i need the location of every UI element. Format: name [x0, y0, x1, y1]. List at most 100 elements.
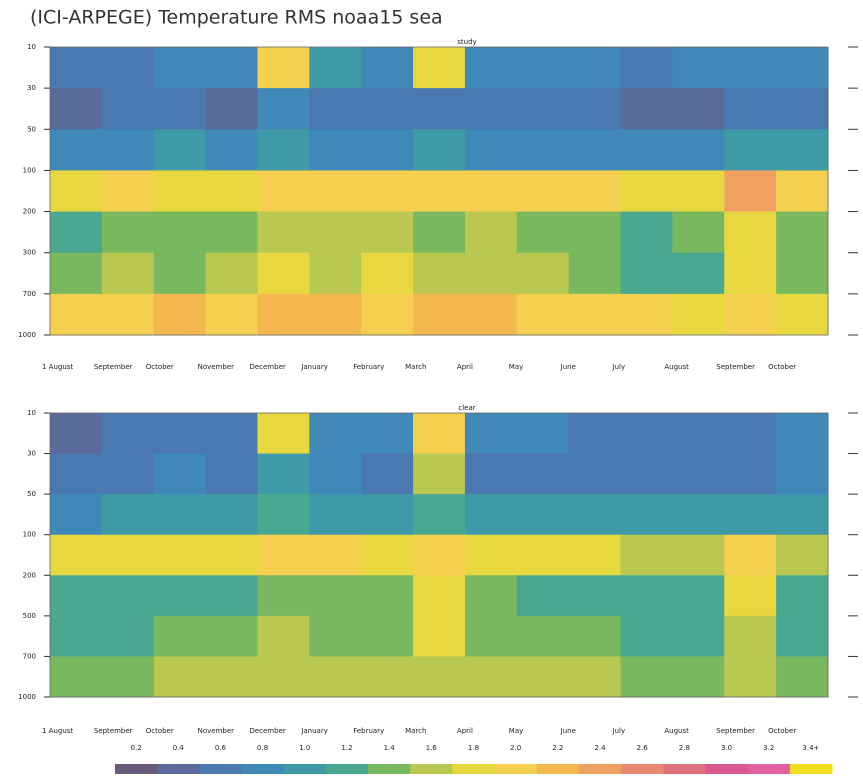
heat-cell [413, 656, 466, 698]
heat-cell [620, 293, 673, 336]
heat-cell [672, 170, 725, 213]
heat-cell [776, 453, 829, 495]
heat-cell [568, 494, 622, 536]
heat-cell [568, 453, 622, 495]
colorbar-swatch [452, 764, 496, 774]
heat-cell [205, 211, 258, 254]
panel-title: clear [458, 404, 475, 412]
heat-cell [620, 129, 673, 171]
heat-cell [153, 293, 207, 336]
y-tick-label: 10 [27, 409, 36, 417]
y-tick-label: 100 [23, 166, 36, 174]
heat-cell [309, 129, 362, 171]
heat-cell [205, 575, 258, 617]
y-tick-label: 700 [23, 652, 36, 660]
heat-cell [153, 494, 207, 536]
x-tick-label: July [612, 363, 626, 371]
heat-cell [153, 88, 207, 130]
heat-cell [724, 47, 777, 89]
x-tick-label: 1 August [42, 363, 73, 371]
heat-cell [50, 453, 103, 495]
colorbar-label: 1.6 [426, 744, 438, 752]
heat-cell [464, 575, 518, 617]
colorbar-label: 2.8 [679, 744, 690, 752]
y-tick-label: 700 [23, 290, 36, 298]
heat-cell [620, 656, 673, 698]
heat-cell [205, 252, 258, 295]
heat-cell [724, 413, 777, 455]
heat-cell [413, 615, 466, 657]
heat-cell [361, 453, 414, 495]
heat-cell [50, 494, 103, 536]
heat-cell [257, 252, 310, 295]
heat-cell [153, 129, 207, 171]
heat-cell [776, 534, 829, 576]
heat-cell [50, 615, 103, 657]
colorbar-label: 3.0 [721, 744, 732, 752]
heat-cell [776, 494, 829, 536]
heat-cell [516, 293, 570, 336]
heat-cell [50, 211, 103, 254]
colorbar-swatch [368, 764, 411, 774]
heat-cell [413, 170, 466, 213]
heat-cell [672, 211, 725, 254]
x-tick-label: September [716, 363, 755, 371]
y-tick-label: 200 [23, 208, 36, 216]
heat-cell [724, 211, 777, 254]
heat-cell [101, 252, 155, 295]
heat-cell [50, 47, 103, 89]
heat-cell [309, 211, 362, 254]
heat-cell [672, 47, 725, 89]
heat-cell [153, 413, 207, 455]
colorbar-swatch [157, 764, 200, 774]
colorbar-swatch [663, 764, 706, 774]
colorbar-label: 0.6 [215, 744, 227, 752]
heat-cell [361, 293, 414, 336]
heat-cell [516, 47, 570, 89]
heat-cell [205, 656, 258, 698]
x-tick-label: March [405, 727, 426, 735]
heat-cell [464, 656, 518, 698]
x-tick-label: January [300, 363, 328, 371]
x-tick-label: December [249, 727, 285, 735]
x-tick-label: July [612, 727, 626, 735]
heat-cell [568, 129, 622, 171]
panel-title: study [457, 38, 476, 46]
heat-cell [50, 293, 103, 336]
heat-cell [257, 494, 310, 536]
heat-cell [413, 129, 466, 171]
heat-cell [101, 129, 155, 171]
heat-cell [568, 656, 622, 698]
colorbar-swatch [199, 764, 243, 774]
heat-cell [724, 293, 777, 336]
heat-cell [620, 47, 673, 89]
heat-cell [724, 252, 777, 295]
heat-cell [516, 615, 570, 657]
heat-cell [205, 413, 258, 455]
plot-frame [49, 46, 829, 336]
heat-cell [568, 88, 622, 130]
x-tick-label: October [768, 363, 796, 371]
heat-cell [724, 534, 777, 576]
heat-cell [361, 575, 414, 617]
heat-cell [413, 534, 466, 576]
heat-cell [309, 170, 362, 213]
heat-cell [101, 413, 155, 455]
heat-cell [516, 170, 570, 213]
heat-cell [361, 211, 414, 254]
colorbar-label: 1.4 [384, 744, 396, 752]
heat-cell [724, 453, 777, 495]
heat-cell [309, 575, 362, 617]
colorbar-label: 2.2 [552, 744, 563, 752]
heat-cell [153, 211, 207, 254]
heat-cell [205, 494, 258, 536]
heat-cell [153, 47, 207, 89]
heat-cell [361, 494, 414, 536]
y-tick-label: 300 [23, 249, 36, 257]
heat-cell [724, 88, 777, 130]
heat-cell [309, 252, 362, 295]
heat-cell [724, 129, 777, 171]
x-tick-label: October [768, 727, 796, 735]
heat-cell [257, 453, 310, 495]
x-tick-label: 1 August [42, 727, 73, 735]
